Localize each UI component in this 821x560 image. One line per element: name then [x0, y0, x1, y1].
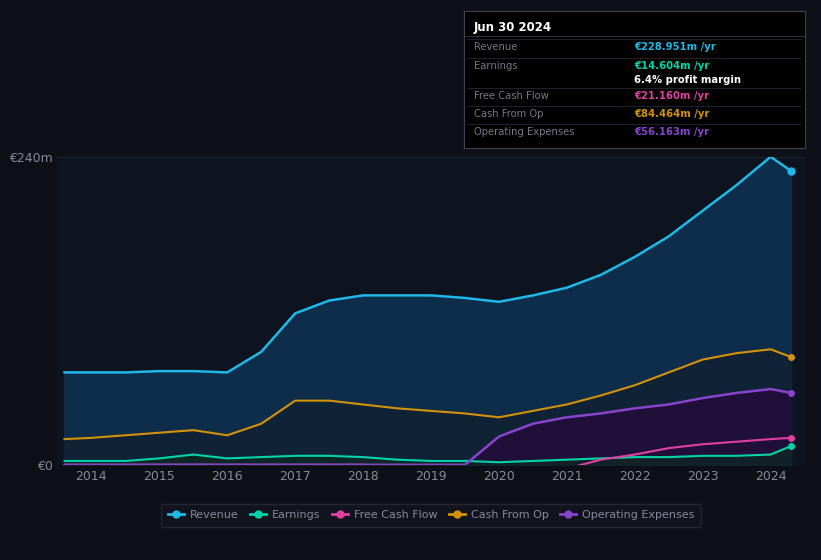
Text: Free Cash Flow: Free Cash Flow	[474, 91, 548, 101]
Text: €56.163m /yr: €56.163m /yr	[635, 127, 709, 137]
Text: €84.464m /yr: €84.464m /yr	[635, 109, 709, 119]
Text: €21.160m /yr: €21.160m /yr	[635, 91, 709, 101]
Text: Earnings: Earnings	[474, 61, 518, 71]
Text: €228.951m /yr: €228.951m /yr	[635, 42, 716, 52]
Text: Jun 30 2024: Jun 30 2024	[474, 21, 553, 34]
Text: 6.4% profit margin: 6.4% profit margin	[635, 75, 741, 85]
Text: Cash From Op: Cash From Op	[474, 109, 544, 119]
Legend: Revenue, Earnings, Free Cash Flow, Cash From Op, Operating Expenses: Revenue, Earnings, Free Cash Flow, Cash …	[161, 503, 701, 527]
Text: Revenue: Revenue	[474, 42, 517, 52]
Text: Operating Expenses: Operating Expenses	[474, 127, 575, 137]
Text: €14.604m /yr: €14.604m /yr	[635, 61, 709, 71]
